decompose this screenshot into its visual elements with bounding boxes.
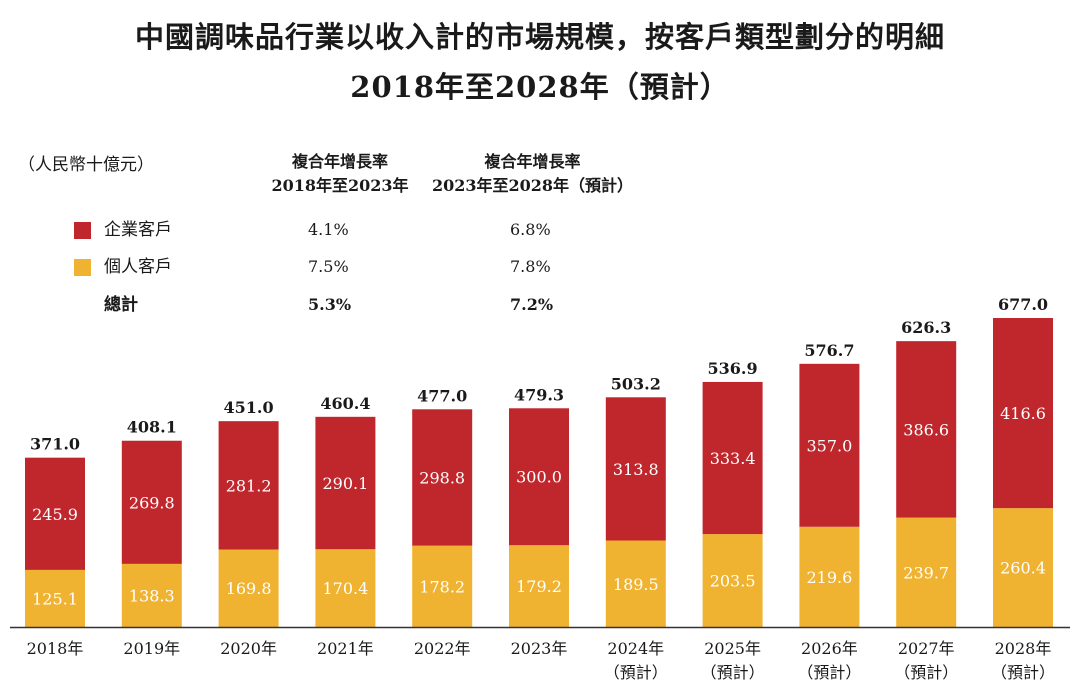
bar-individual-7 — [702, 534, 763, 627]
x-tick-9: 2027年 — [898, 639, 955, 658]
label-enterprise-0: 245.9 — [32, 505, 78, 524]
cagr-header1-line1: 複合年增長率 — [291, 152, 388, 171]
label-total-2: 451.0 — [224, 398, 274, 417]
legend-individual: 個人客戶 — [104, 257, 172, 277]
label-individual-4: 178.2 — [419, 577, 465, 596]
cagr-individual-2: 7.8% — [510, 257, 551, 276]
label-individual-0: 125.1 — [32, 589, 78, 608]
label-individual-7: 203.5 — [710, 572, 756, 591]
x-tick-1: 2019年 — [123, 639, 180, 658]
label-individual-8: 219.6 — [806, 568, 852, 587]
label-enterprise-5: 300.0 — [516, 468, 562, 487]
x-sublabel-9: （預計） — [894, 663, 958, 682]
bar-enterprise-8 — [799, 363, 860, 527]
label-total-5: 479.3 — [514, 385, 564, 404]
bar-individual-8 — [799, 526, 860, 627]
label-enterprise-9: 386.6 — [903, 420, 949, 439]
bar-enterprise-0 — [25, 457, 85, 570]
bar-enterprise-6 — [605, 397, 666, 541]
label-enterprise-3: 290.1 — [322, 474, 368, 493]
chart-subtitle: 2018年至2028年（預計） — [350, 70, 730, 104]
cagr-enterprise-2: 6.8% — [510, 220, 551, 239]
bar-enterprise-3 — [315, 416, 376, 550]
bar-individual-6 — [605, 540, 666, 627]
label-individual-6: 189.5 — [613, 575, 659, 594]
label-enterprise-10: 416.6 — [1000, 404, 1046, 423]
label-enterprise-7: 333.4 — [710, 449, 756, 468]
x-tick-5: 2023年 — [511, 639, 568, 658]
label-enterprise-2: 281.2 — [226, 476, 272, 495]
x-sublabel-7: （預計） — [701, 663, 765, 682]
x-sublabel-6: （預計） — [604, 663, 668, 682]
label-total-9: 626.3 — [901, 318, 951, 337]
label-individual-1: 138.3 — [129, 586, 175, 605]
bar-enterprise-9 — [896, 341, 957, 518]
cagr-header-2023-2028: 複合年增長率 2023年至2028年（預計） — [425, 150, 640, 198]
cagr-enterprise-1: 4.1% — [308, 220, 349, 239]
x-sublabel-10: （預計） — [991, 663, 1055, 682]
x-tick-2: 2020年 — [220, 639, 277, 658]
cagr-header2-line1: 複合年增長率 — [484, 152, 581, 171]
legend-enterprise: 企業客戶 — [104, 220, 172, 240]
bar-enterprise-7 — [702, 381, 763, 535]
bar-individual-9 — [896, 517, 957, 627]
cagr-header2-line2: 2023年至2028年（預計） — [431, 176, 634, 195]
bar-enterprise-1 — [121, 440, 182, 564]
bar-individual-1 — [121, 563, 182, 627]
label-individual-10: 260.4 — [1000, 559, 1046, 578]
label-individual-2: 169.8 — [226, 579, 272, 598]
label-total-6: 503.2 — [611, 374, 661, 393]
legend-swatch-enterprise — [74, 222, 91, 239]
x-tick-10: 2028年 — [995, 639, 1052, 658]
bar-individual-3 — [315, 549, 376, 627]
x-tick-8: 2026年 — [801, 639, 858, 658]
label-total-10: 677.0 — [998, 295, 1048, 314]
x-sublabel-8: （預計） — [797, 663, 861, 682]
bar-individual-5 — [509, 545, 569, 627]
bar-individual-4 — [412, 545, 473, 627]
label-total-7: 536.9 — [708, 359, 758, 378]
label-enterprise-1: 269.8 — [129, 493, 175, 512]
bar-enterprise-4 — [412, 409, 473, 546]
unit-label: （人民幣十億元） — [18, 155, 154, 175]
legend-total: 總計 — [104, 295, 138, 315]
cagr-individual-1: 7.5% — [308, 257, 349, 276]
cagr-total-1: 5.3% — [308, 295, 352, 314]
bar-enterprise-2 — [218, 421, 279, 550]
cagr-header-2018-2023: 複合年增長率 2018年至2023年 — [250, 150, 430, 198]
x-tick-6: 2024年 — [607, 639, 664, 658]
label-individual-3: 170.4 — [322, 579, 368, 598]
bar-individual-10 — [993, 508, 1053, 627]
x-tick-7: 2025年 — [704, 639, 761, 658]
bar-enterprise-10 — [993, 318, 1053, 509]
label-enterprise-6: 313.8 — [613, 460, 659, 479]
label-enterprise-4: 298.8 — [419, 468, 465, 487]
x-tick-3: 2021年 — [317, 639, 374, 658]
legend-swatch-individual — [74, 259, 91, 276]
label-total-0: 371.0 — [30, 435, 80, 454]
bar-enterprise-5 — [509, 408, 569, 546]
bar-individual-0 — [25, 569, 85, 627]
cagr-header1-line2: 2018年至2023年 — [271, 176, 409, 195]
label-individual-5: 179.2 — [516, 577, 562, 596]
bar-individual-2 — [218, 549, 279, 627]
label-total-1: 408.1 — [127, 418, 177, 437]
cagr-total-2: 7.2% — [510, 295, 554, 314]
label-total-4: 477.0 — [417, 386, 467, 405]
label-total-8: 576.7 — [804, 341, 854, 360]
x-tick-0: 2018年 — [27, 639, 84, 658]
label-enterprise-8: 357.0 — [806, 436, 852, 455]
label-total-3: 460.4 — [320, 394, 370, 413]
chart-title: 中國調味品行業以收入計的市場規模，按客戶類型劃分的明細 — [134, 20, 945, 54]
label-individual-9: 239.7 — [903, 563, 949, 582]
x-tick-4: 2022年 — [414, 639, 471, 658]
